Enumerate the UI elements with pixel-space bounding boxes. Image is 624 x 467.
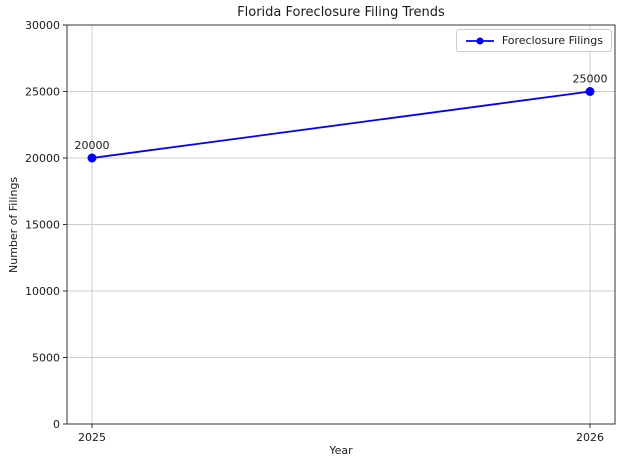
legend-line-marker-icon <box>465 37 494 44</box>
y-tick-label: 30000 <box>25 19 60 32</box>
y-tick-label: 0 <box>53 418 60 431</box>
y-tick-label: 10000 <box>25 285 60 298</box>
chart-title: Florida Foreclosure Filing Trends <box>237 5 445 20</box>
point-label: 20000 <box>75 139 110 152</box>
x-tick-label: 2026 <box>576 431 604 444</box>
point-label: 25000 <box>573 73 608 86</box>
y-tick-label: 20000 <box>25 152 60 165</box>
series-line <box>91 90 591 159</box>
data-point <box>585 87 595 96</box>
x-axis-label: Year <box>329 444 353 457</box>
y-tick-label: 15000 <box>25 219 60 232</box>
x-tick-label: 2025 <box>78 431 106 444</box>
y-tick-label: 25000 <box>25 86 60 99</box>
data-point <box>87 153 97 163</box>
legend-label: Foreclosure Filings <box>501 34 603 47</box>
legend: Foreclosure Filings <box>455 29 612 52</box>
y-tick-label: 5000 <box>32 352 60 365</box>
